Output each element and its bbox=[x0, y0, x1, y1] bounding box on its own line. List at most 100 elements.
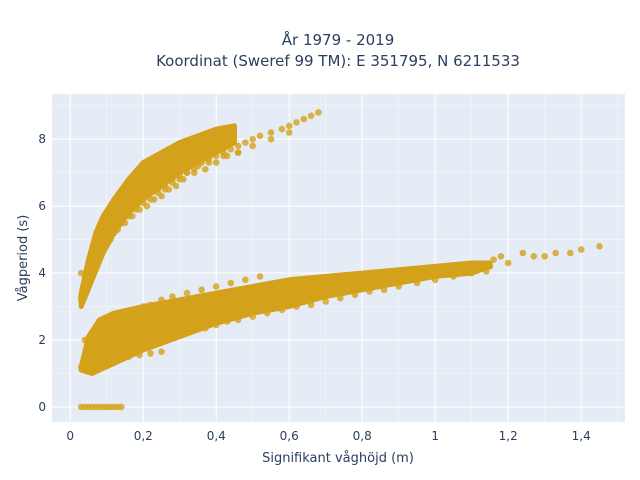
scatter-point bbox=[129, 212, 136, 220]
y-tick-label: 6 bbox=[38, 199, 46, 213]
scatter-point bbox=[227, 303, 235, 310]
scatter-point bbox=[147, 301, 154, 309]
scatter-point bbox=[158, 348, 165, 356]
scatter-point bbox=[147, 189, 154, 196]
scatter-point bbox=[198, 309, 205, 317]
y-axis-title: Vågperiod (s) bbox=[16, 215, 31, 302]
scatter-point bbox=[249, 313, 256, 320]
scatter-point bbox=[530, 252, 538, 260]
scatter-point bbox=[307, 301, 315, 309]
scatter-point bbox=[110, 316, 118, 324]
scatter-point bbox=[256, 273, 264, 280]
scatter-point bbox=[293, 303, 300, 310]
chart-title-line-2: Koordinat (Sweref 99 TM): E 351795, N 62… bbox=[156, 52, 520, 70]
scatter-point bbox=[307, 112, 315, 120]
scatter-point bbox=[242, 139, 249, 146]
scatter-point bbox=[351, 291, 359, 299]
scatter-point bbox=[388, 276, 395, 284]
scatter-point bbox=[552, 249, 559, 257]
scatter-point bbox=[293, 119, 300, 126]
scatter-point bbox=[136, 345, 143, 352]
scatter-point bbox=[147, 321, 154, 329]
scatter-point bbox=[158, 192, 165, 200]
scatter-point bbox=[271, 296, 278, 304]
scatter-point bbox=[567, 249, 574, 257]
scatter-point bbox=[103, 320, 110, 327]
y-tick-label: 0 bbox=[38, 400, 46, 414]
scatter-point bbox=[125, 330, 132, 337]
scatter-point bbox=[172, 331, 180, 339]
scatter-point bbox=[77, 269, 85, 277]
scatter-point bbox=[450, 273, 457, 280]
scatter-point bbox=[402, 274, 410, 282]
scatter-point bbox=[315, 109, 322, 116]
scatter-point bbox=[212, 321, 220, 329]
scatter-point bbox=[183, 169, 191, 176]
x-tick-label: 1,4 bbox=[572, 429, 591, 443]
scatter-point bbox=[278, 306, 286, 314]
x-tick-labels: 0 0,2 0,4 0,6 0,8 1 1,2 1,4 bbox=[66, 429, 590, 443]
scatter-point bbox=[285, 122, 293, 130]
scatter-point bbox=[358, 283, 366, 290]
scatter-point bbox=[413, 279, 421, 287]
scatter-point bbox=[88, 333, 96, 341]
scatter-point bbox=[212, 283, 220, 290]
scatter-point bbox=[242, 301, 249, 309]
scatter-point bbox=[315, 289, 322, 297]
scatter-point bbox=[129, 346, 136, 354]
scatter-point bbox=[147, 350, 154, 357]
scatter-point bbox=[300, 115, 308, 123]
scatter-point bbox=[285, 129, 293, 136]
plot-area bbox=[52, 94, 625, 422]
scatter-point bbox=[337, 294, 344, 302]
scatter-point bbox=[136, 351, 143, 359]
scatter-point bbox=[278, 125, 286, 133]
scatter-point bbox=[88, 269, 96, 277]
x-axis-title: Signifikant våghöjd (m) bbox=[262, 451, 414, 466]
scatter-point bbox=[183, 289, 191, 297]
scatter-point bbox=[136, 206, 143, 213]
x-tick-label: 1 bbox=[431, 429, 439, 443]
x-tick-label: 0,8 bbox=[353, 429, 372, 443]
scatter-point bbox=[118, 313, 125, 320]
scatter-point bbox=[158, 336, 165, 344]
scatter-point bbox=[99, 243, 107, 250]
scatter-point bbox=[114, 226, 121, 233]
scatter-point bbox=[92, 252, 100, 260]
scatter-point bbox=[497, 252, 505, 260]
scatter-point bbox=[249, 142, 256, 150]
scatter-point bbox=[577, 246, 585, 253]
scatter-point bbox=[366, 288, 373, 295]
scatter-point bbox=[169, 293, 176, 300]
scatter-point bbox=[165, 335, 173, 342]
scatter-point bbox=[180, 176, 187, 183]
scatter-point bbox=[223, 152, 231, 160]
scatter-point bbox=[417, 273, 424, 280]
scatter-point bbox=[110, 336, 118, 344]
scatter-point bbox=[125, 309, 132, 317]
scatter-point bbox=[227, 145, 235, 153]
scatter-point bbox=[139, 323, 147, 330]
scatter-point bbox=[77, 296, 85, 304]
scatter-point bbox=[264, 309, 271, 317]
scatter-point bbox=[85, 263, 92, 270]
scatter-point bbox=[169, 316, 176, 324]
scatter-point bbox=[212, 152, 220, 160]
scatter-point bbox=[125, 353, 132, 361]
scatter-point bbox=[176, 314, 183, 322]
x-tick-label: 0,2 bbox=[134, 429, 153, 443]
scatter-point bbox=[139, 303, 147, 310]
scatter-point bbox=[202, 166, 209, 173]
scatter-point bbox=[329, 286, 337, 294]
scatter-point bbox=[150, 340, 158, 347]
scatter-point bbox=[322, 298, 330, 305]
scatter-point bbox=[519, 249, 527, 257]
scatter-point bbox=[85, 366, 92, 374]
scatter-point bbox=[121, 219, 129, 227]
scatter-point bbox=[242, 276, 249, 284]
scatter-point bbox=[132, 306, 140, 314]
scatter-point bbox=[256, 132, 264, 140]
scatter-point bbox=[249, 135, 256, 143]
